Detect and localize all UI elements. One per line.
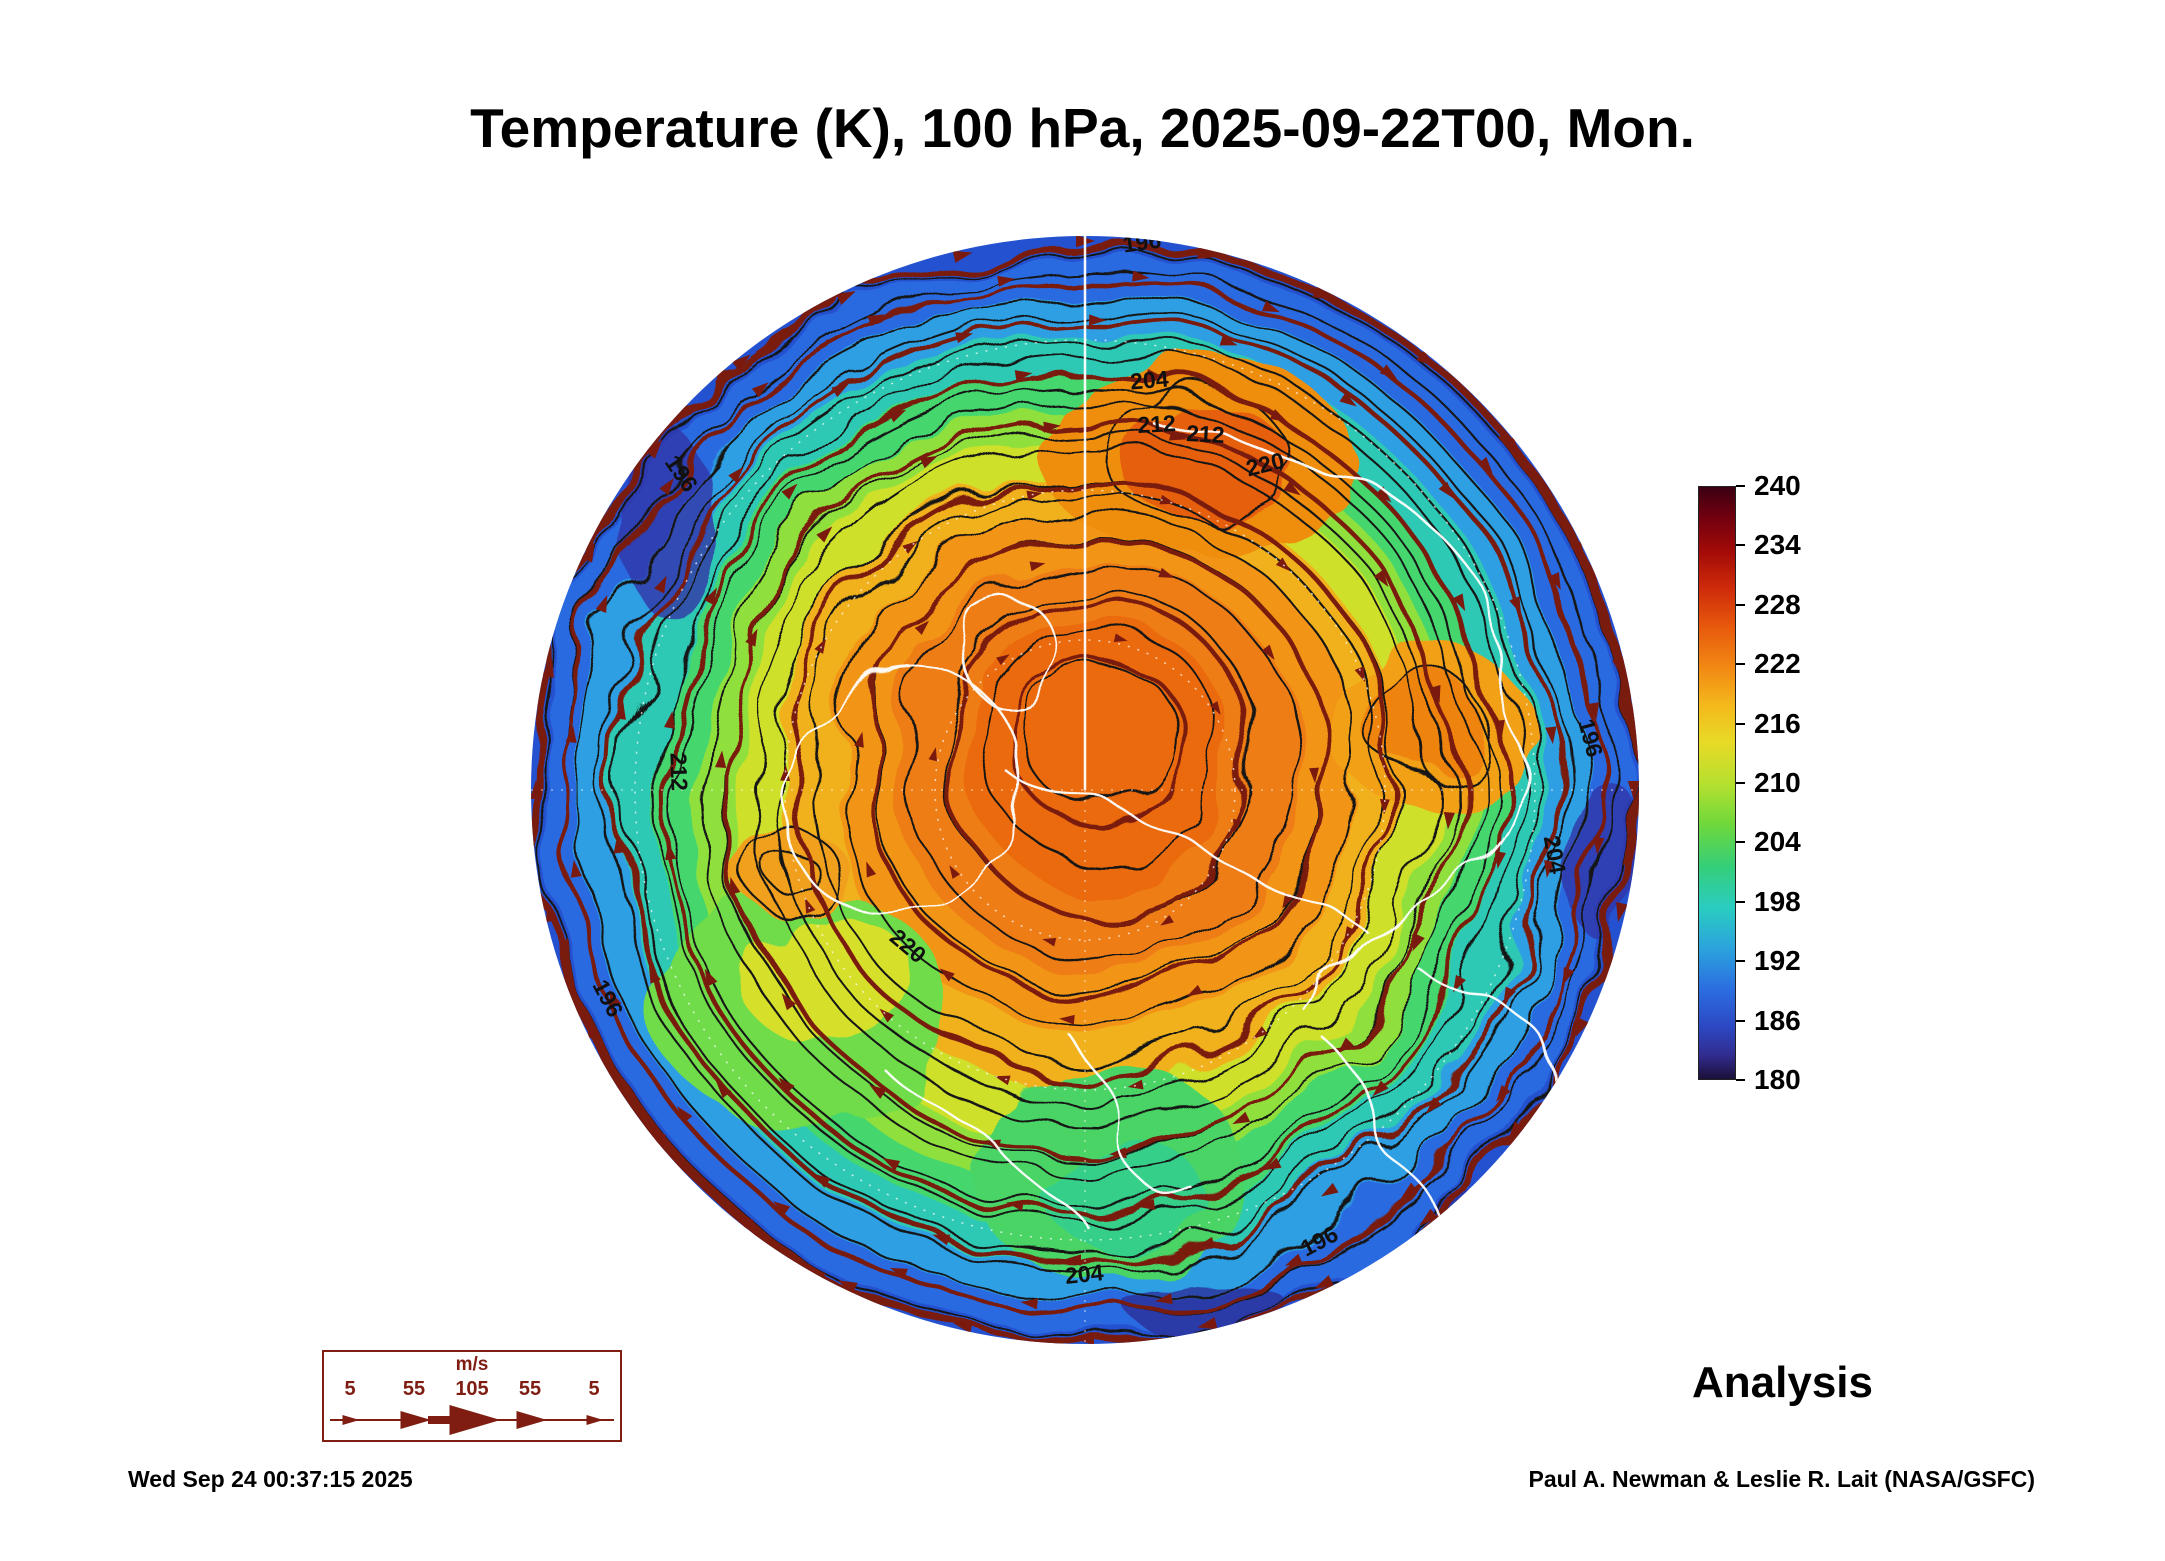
coastlines: [782, 413, 1566, 1263]
figure-title: Temperature (K), 100 hPa, 2025-09-22T00,…: [470, 97, 1695, 159]
colorbar-tick-mark: [1736, 722, 1745, 725]
colorbar-tick-mark: [1736, 900, 1745, 903]
colorbar-tick-mark: [1736, 782, 1745, 784]
wind-speed-value: 5: [344, 1378, 356, 1400]
colorbar-tick-label: 198: [1754, 885, 1801, 917]
contour-label: 204: [1064, 1259, 1105, 1289]
colorbar-tick-marks: [1736, 485, 1746, 1081]
contour-label: 212: [1186, 420, 1226, 448]
wind-speed-legend: m/s 5 55 105 55 5: [322, 1350, 622, 1442]
colorbar-tick-mark: [1736, 544, 1745, 547]
wind-speed-value: 105: [455, 1378, 489, 1400]
colorbar-tick-labels: 240 234 228 222 216 210 204 198 192 186 180: [1754, 470, 1854, 1095]
colorbar-tick-label: 228: [1754, 588, 1801, 620]
colorbar-tick-label: 186: [1754, 1004, 1801, 1036]
wind-arrow-scale: [330, 1405, 614, 1435]
graticule: [531, 236, 1639, 1344]
wind-speed-values: 5 55 105 55 5: [324, 1378, 620, 1402]
colorbar-tick-label: 192: [1754, 945, 1801, 977]
wind-speed-value: 5: [588, 1378, 600, 1400]
colorbar-tick-label: 204: [1754, 826, 1801, 858]
colorbar-tick-mark: [1736, 1019, 1745, 1022]
colorbar-tick-label: 180: [1754, 1064, 1801, 1095]
colorbar-tick-mark: [1736, 603, 1745, 606]
creation-timestamp: Wed Sep 24 00:37:15 2025: [128, 1466, 413, 1492]
contour-label: 204: [1129, 365, 1170, 394]
wind-speed-value: 55: [518, 1378, 542, 1400]
colorbar-tick-mark: [1736, 1079, 1745, 1081]
polar-temperature-map: 196 204 212 212 220 196 204 196 212 196 …: [531, 227, 1639, 1344]
colorbar-tick-mark: [1736, 485, 1745, 487]
wind-speed-value: 55: [402, 1378, 426, 1400]
colorbar-tick-mark: [1736, 960, 1745, 963]
colorbar-tick-label: 216: [1754, 707, 1801, 739]
colorbar-tick-mark: [1736, 663, 1745, 666]
wind-arrows: [531, 236, 1639, 1344]
contour-label: 212: [665, 752, 692, 791]
colorbar-tick-label: 210: [1754, 767, 1801, 798]
wind-units-label: m/s: [455, 1354, 489, 1375]
analysis-label: Analysis: [1692, 1358, 1873, 1407]
colorbar-tick-mark: [1736, 841, 1745, 844]
colorbar-tick-label: 240: [1754, 470, 1801, 501]
author-credit: Paul A. Newman & Leslie R. Lait (NASA/GS…: [1528, 1466, 2035, 1492]
contour-label: 196: [1121, 227, 1163, 258]
colorbar-tick-label: 222: [1754, 648, 1801, 680]
colorbar-tick-label: 234: [1754, 529, 1801, 561]
contour-label: 212: [1137, 410, 1177, 438]
temperature-colorbar: [1698, 486, 1736, 1080]
